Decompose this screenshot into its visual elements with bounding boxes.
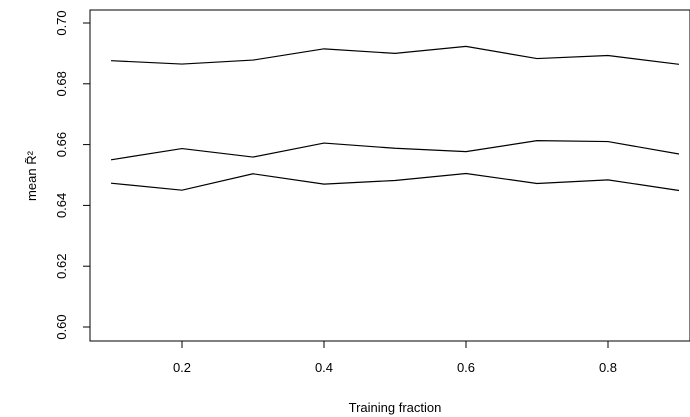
series-line-3: [110, 172, 680, 192]
y-tick-label: 0.68: [54, 71, 69, 96]
y-axis: 0.60 0.62 0.64 0.66 0.68 0.70: [54, 10, 90, 340]
y-tick-label: 0.62: [54, 254, 69, 279]
y-tick-label: 0.64: [54, 193, 69, 218]
y-tick-label: 0.70: [54, 10, 69, 35]
series-line-2: [110, 140, 680, 161]
x-tick-label: 0.2: [173, 360, 191, 375]
y-tick-label: 0.66: [54, 132, 69, 157]
x-tick-label: 0.6: [457, 360, 475, 375]
series-layer: [110, 45, 680, 192]
x-tick-label: 0.8: [599, 360, 617, 375]
x-axis-label: Training fraction: [349, 400, 442, 415]
x-tick-label: 0.4: [315, 360, 333, 375]
series-line-1: [110, 45, 680, 65]
y-tick-label: 0.60: [54, 314, 69, 339]
plot-frame: [89, 9, 690, 342]
y-axis-label: mean R̃²: [24, 150, 39, 201]
x-axis: 0.2 0.4 0.6 0.8: [173, 341, 617, 375]
